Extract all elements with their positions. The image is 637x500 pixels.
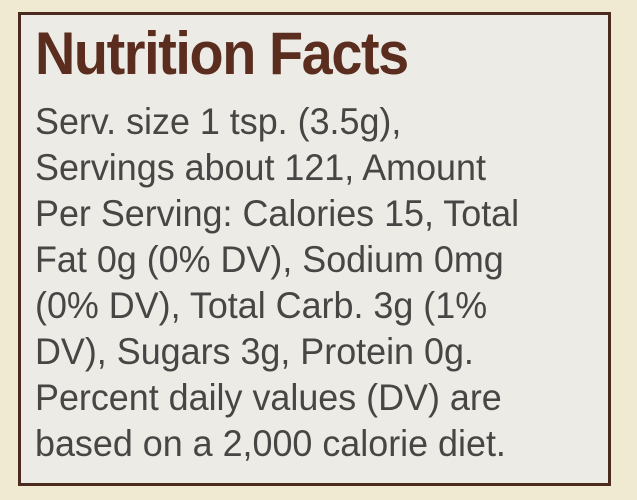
label-line: Per Serving: Calories 15, Total [35, 193, 520, 234]
nutrition-label: Nutrition Facts Serv. size 1 tsp. (3.5g)… [18, 12, 611, 486]
label-line: Serv. size 1 tsp. (3.5g), [35, 101, 402, 142]
label-body: Serv. size 1 tsp. (3.5g), Servings about … [35, 99, 534, 467]
label-line: Servings about 121, Amount [35, 147, 486, 188]
label-title: Nutrition Facts [35, 20, 409, 87]
label-line: DV), Sugars 3g, Protein 0g. [35, 331, 474, 372]
label-line: Percent daily values (DV) are [35, 377, 502, 418]
label-line: Fat 0g (0% DV), Sodium 0mg [35, 239, 504, 280]
label-line: based on a 2,000 calorie diet. [35, 423, 506, 464]
label-line: (0% DV), Total Carb. 3g (1% [35, 285, 488, 326]
